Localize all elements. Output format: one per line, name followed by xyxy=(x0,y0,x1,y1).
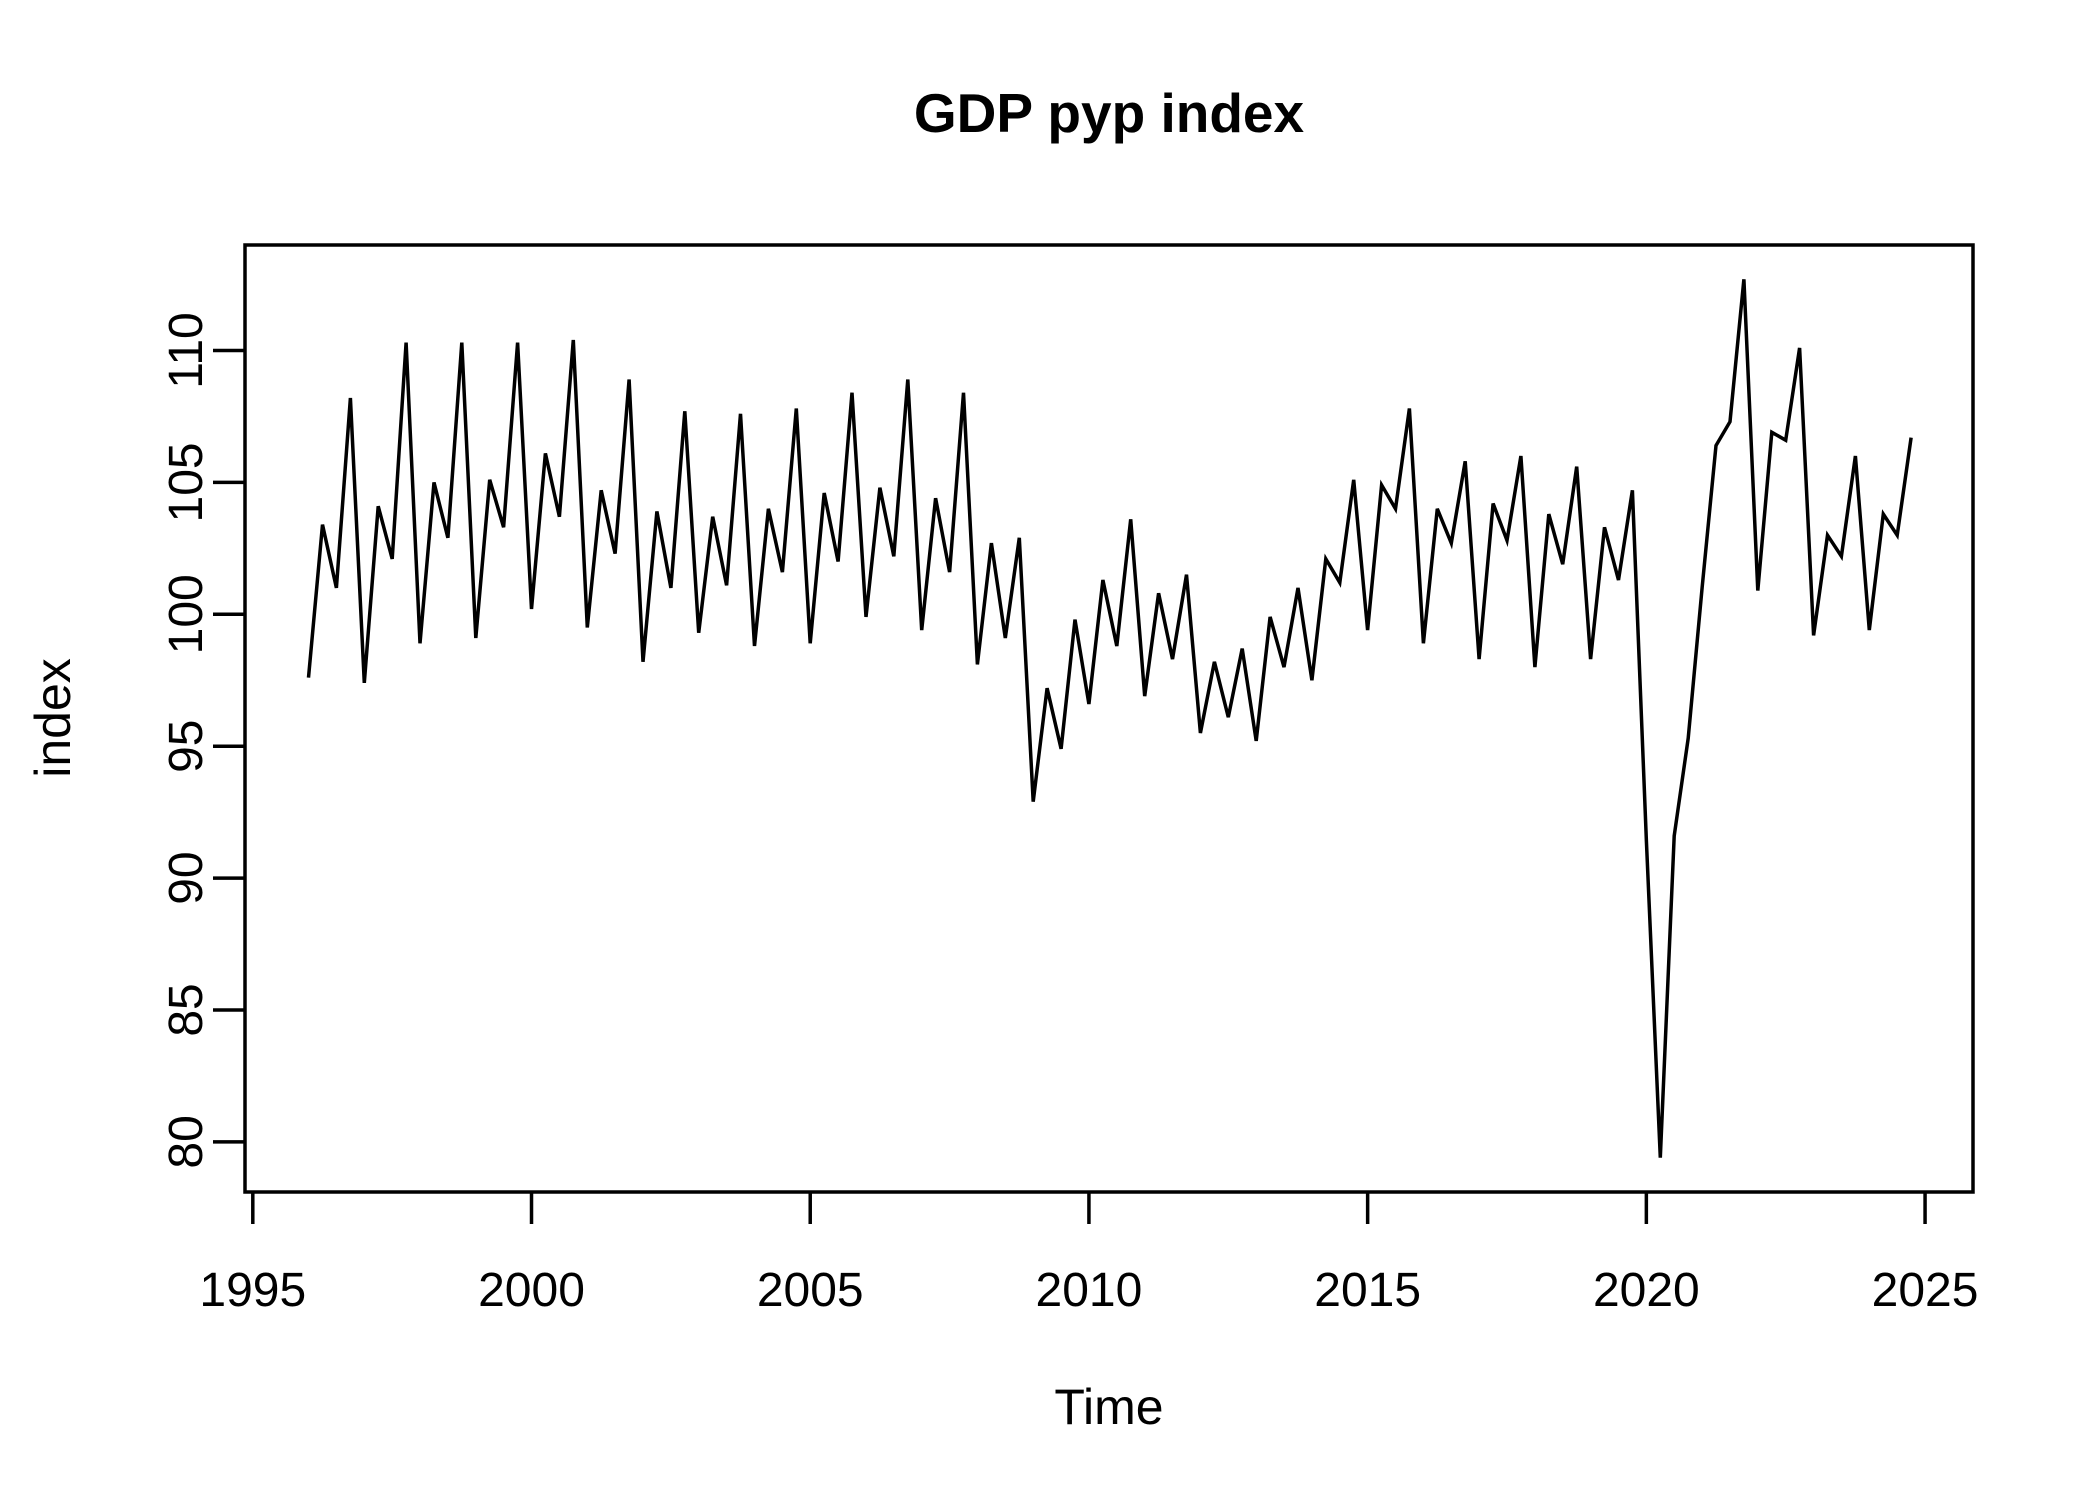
series-line xyxy=(306,279,1913,1158)
y-tick-label: 85 xyxy=(160,983,213,1036)
y-tick-label: 105 xyxy=(160,442,213,522)
y-tick-label: 100 xyxy=(160,574,213,654)
chart-title: GDP pyp index xyxy=(914,82,1305,144)
x-tick-label: 2025 xyxy=(1872,1264,1979,1317)
x-tick-label: 2015 xyxy=(1314,1264,1421,1317)
plot-box xyxy=(243,243,1975,1194)
x-tick-label: 2010 xyxy=(1036,1264,1143,1317)
y-tick-label: 110 xyxy=(160,312,213,389)
y-tick-label: 90 xyxy=(160,851,213,904)
y-axis-ticks: 80 85 90 95 100 105 110 xyxy=(160,312,245,1169)
x-tick-label: 2005 xyxy=(757,1264,864,1317)
y-axis-label: index xyxy=(25,658,81,778)
x-tick-label: 2000 xyxy=(478,1264,585,1317)
x-tick-label: 2020 xyxy=(1593,1264,1700,1317)
x-tick-label: 1995 xyxy=(199,1264,306,1317)
x-axis-label: Time xyxy=(1054,1379,1163,1435)
x-axis-ticks: 1995 2000 2005 2010 2015 2020 2025 xyxy=(199,1192,1978,1317)
y-tick-label: 80 xyxy=(160,1115,213,1168)
y-tick-label: 95 xyxy=(160,720,213,773)
